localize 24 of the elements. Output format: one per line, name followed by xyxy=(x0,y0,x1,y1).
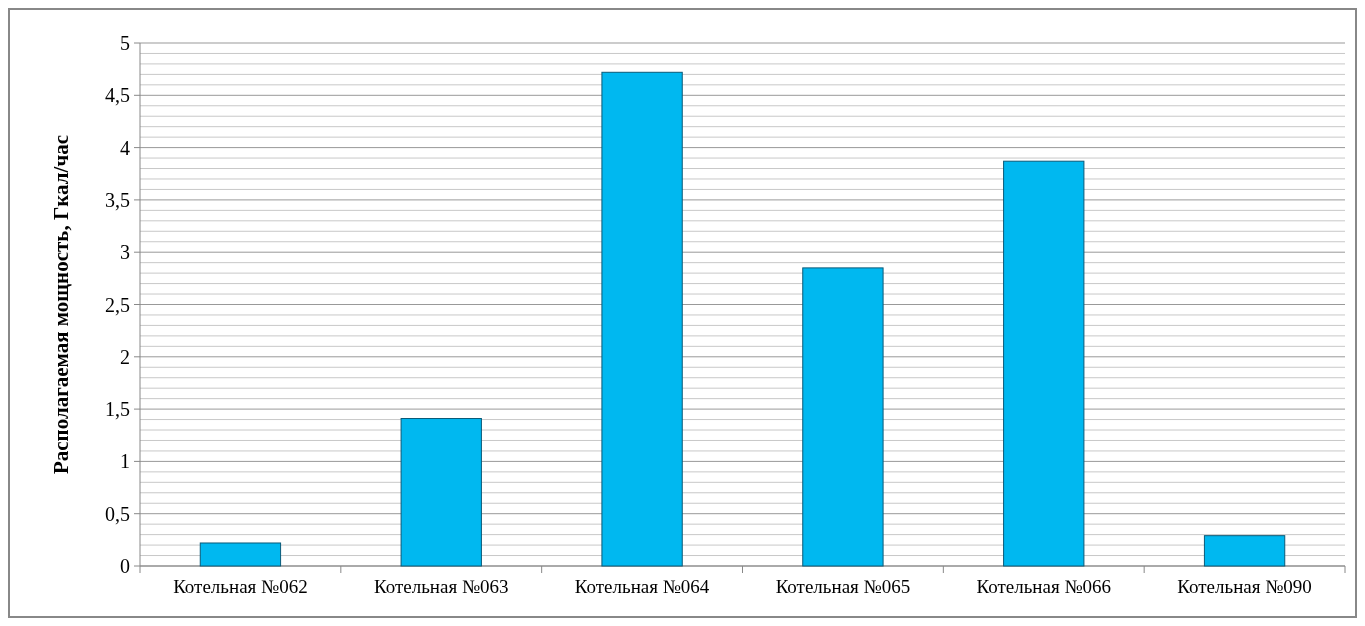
y-tick-label: 5 xyxy=(120,32,130,54)
bar xyxy=(1203,535,1286,567)
x-tick-label: Котельная №064 xyxy=(574,576,710,597)
y-tick-label: 4 xyxy=(120,136,130,159)
x-tick-label: Котельная №062 xyxy=(173,576,308,597)
x-tick-label: Котельная №065 xyxy=(775,576,911,597)
bar xyxy=(601,71,683,567)
y-tick-label: 4,5 xyxy=(105,84,130,107)
y-tick-label: 2 xyxy=(120,345,130,368)
bar xyxy=(1003,160,1085,567)
bar xyxy=(802,267,884,567)
bar xyxy=(199,542,282,567)
x-tick-label: Котельная №063 xyxy=(373,576,509,597)
y-tick-label: 1,5 xyxy=(105,398,130,421)
y-tick-label: 3,5 xyxy=(105,188,130,211)
y-tick-label: 3 xyxy=(120,241,130,264)
y-tick-label: 2,5 xyxy=(105,293,130,316)
y-tick-label: 0 xyxy=(120,555,130,577)
y-tick-label: 0,5 xyxy=(105,502,130,525)
x-tick-label: Котельная №090 xyxy=(1177,576,1312,597)
y-axis-title: Располагаемая мощность, Гкал/час xyxy=(49,134,73,475)
x-tick-label: Котельная №066 xyxy=(976,576,1112,597)
y-tick-label: 1 xyxy=(120,450,130,473)
bar xyxy=(400,418,482,567)
